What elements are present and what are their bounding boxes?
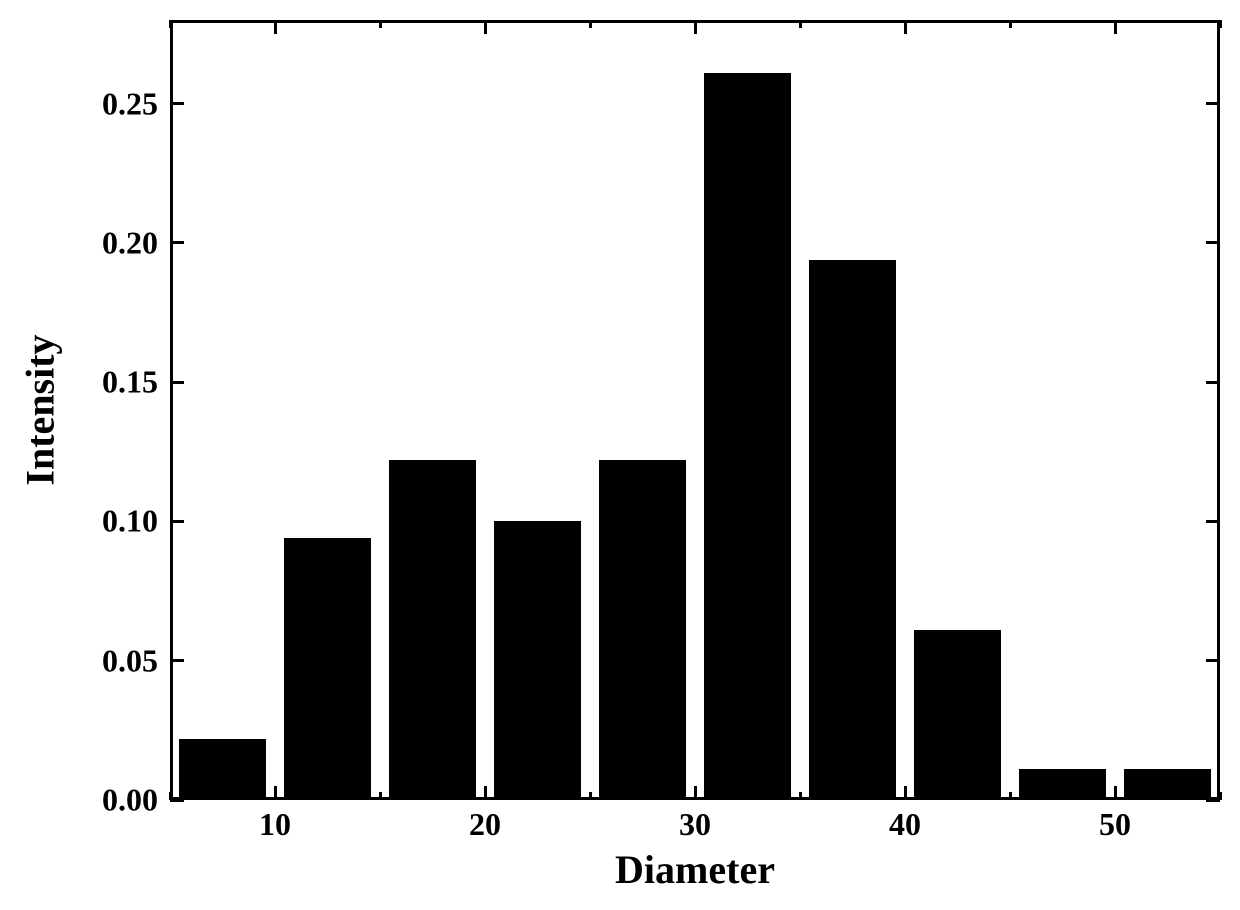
histogram-bar [389, 460, 475, 800]
histogram-bar [494, 521, 580, 800]
plot-area [170, 20, 1220, 800]
tick [904, 786, 907, 800]
y-tick-label: 0.15 [78, 364, 158, 401]
axis-line [170, 20, 173, 800]
tick [379, 20, 382, 28]
tick [170, 102, 184, 105]
x-tick-label: 10 [259, 806, 291, 843]
tick [589, 792, 592, 800]
tick [1114, 786, 1117, 800]
tick [170, 520, 184, 523]
histogram-bar [914, 630, 1000, 800]
tick [1219, 20, 1222, 28]
y-tick-label: 0.05 [78, 642, 158, 679]
tick [1206, 381, 1220, 384]
histogram-bar [1019, 769, 1105, 800]
tick [379, 792, 382, 800]
tick [1206, 241, 1220, 244]
tick [1206, 520, 1220, 523]
tick [1206, 102, 1220, 105]
y-tick-label: 0.10 [78, 503, 158, 540]
x-axis-title: Diameter [615, 846, 775, 893]
tick [170, 659, 184, 662]
histogram-bar [1124, 769, 1210, 800]
axis-line [1217, 20, 1220, 800]
tick [1114, 20, 1117, 34]
histogram-bar [809, 260, 895, 800]
y-axis-title: Intensity [17, 334, 64, 485]
histogram-bar [704, 73, 790, 800]
tick [1206, 659, 1220, 662]
tick [904, 20, 907, 34]
histogram-bar [179, 739, 265, 800]
tick [694, 20, 697, 34]
y-tick-label: 0.25 [78, 85, 158, 122]
tick [170, 241, 184, 244]
x-tick-label: 40 [889, 806, 921, 843]
tick [799, 20, 802, 28]
tick [484, 786, 487, 800]
tick [589, 20, 592, 28]
chart-container: Intensity Diameter 10 20 30 40 50 0.00 0.05 0.1… [0, 0, 1240, 910]
tick [274, 20, 277, 34]
tick [1009, 20, 1012, 28]
y-tick-label: 0.20 [78, 224, 158, 261]
tick [484, 20, 487, 34]
x-tick-label: 50 [1099, 806, 1131, 843]
tick [694, 786, 697, 800]
tick [799, 792, 802, 800]
y-tick-label: 0.00 [78, 782, 158, 819]
histogram-bar [599, 460, 685, 800]
tick [1009, 792, 1012, 800]
histogram-bar [284, 538, 370, 800]
tick [274, 786, 277, 800]
x-tick-label: 30 [679, 806, 711, 843]
x-tick-label: 20 [469, 806, 501, 843]
tick [169, 20, 172, 28]
tick [170, 381, 184, 384]
